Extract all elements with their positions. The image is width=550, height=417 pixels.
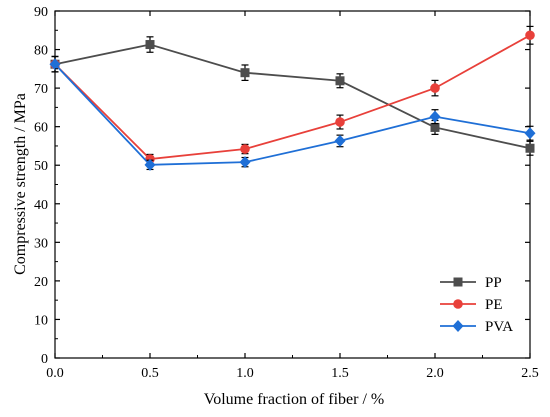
x-tick-label: 0.5 — [141, 366, 159, 381]
x-tick-label: 1.5 — [331, 366, 349, 381]
y-tick-label: 20 — [34, 275, 48, 290]
y-axis-title: Compressive strength / MPa — [12, 93, 29, 275]
y-tick-label: 80 — [34, 44, 48, 59]
data-point-pva — [144, 158, 156, 171]
series-line-pe — [54, 34, 531, 160]
data-point-pp — [240, 68, 250, 78]
data-point-pe — [430, 83, 440, 93]
x-tick-label: 0.0 — [46, 366, 64, 381]
legend-item-pva: PVA — [440, 319, 513, 335]
y-tick-label: 30 — [34, 236, 48, 251]
legend-item-pp: PP — [440, 275, 502, 291]
legend-marker-pva — [452, 320, 464, 332]
legend-marker-pp — [453, 277, 463, 287]
y-tick-label: 10 — [34, 313, 48, 328]
legend-label-pe: PE — [485, 297, 503, 313]
data-point-pva — [429, 110, 441, 123]
axes: 0.0 0.5 1.0 1.5 2.0 2.5 0 10 20 30 40 50 60 70 80 90 — [34, 5, 539, 381]
data-point-pe — [525, 30, 535, 41]
data-point-pe — [335, 117, 345, 127]
series-pva — [49, 55, 536, 171]
series-pe — [50, 25, 535, 165]
y-tick-label: 0 — [41, 352, 48, 367]
legend-item-pe: PE — [440, 297, 503, 313]
y-tick-label: 60 — [34, 121, 48, 136]
series-line-pp — [54, 43, 531, 150]
legend-label-pva: PVA — [485, 319, 513, 335]
y-tick-label: 50 — [34, 159, 48, 174]
legend: PP PE PVA — [440, 275, 513, 335]
x-tick-label: 1.0 — [236, 366, 254, 381]
data-point-pva — [524, 127, 536, 140]
x-tick-label: 2.0 — [426, 366, 444, 381]
data-point-pp — [430, 122, 440, 132]
x-axis-title: Volume fraction of fiber / % — [204, 391, 385, 408]
data-point-pp — [525, 143, 535, 153]
data-point-pp — [335, 76, 345, 86]
data-point-pe — [240, 144, 250, 154]
y-tick-label: 90 — [34, 5, 48, 20]
y-tick-label: 40 — [34, 198, 48, 213]
data-point-pp — [145, 40, 155, 50]
data-point-pva — [49, 58, 61, 71]
data-point-pva — [239, 156, 251, 169]
series-line-pva — [54, 63, 531, 166]
x-tick-label: 2.5 — [521, 366, 539, 381]
y-tick-label: 70 — [34, 82, 48, 97]
legend-marker-pe — [453, 299, 463, 309]
data-point-pva — [334, 134, 346, 147]
legend-label-pp: PP — [485, 275, 502, 291]
series-layer — [49, 25, 536, 171]
